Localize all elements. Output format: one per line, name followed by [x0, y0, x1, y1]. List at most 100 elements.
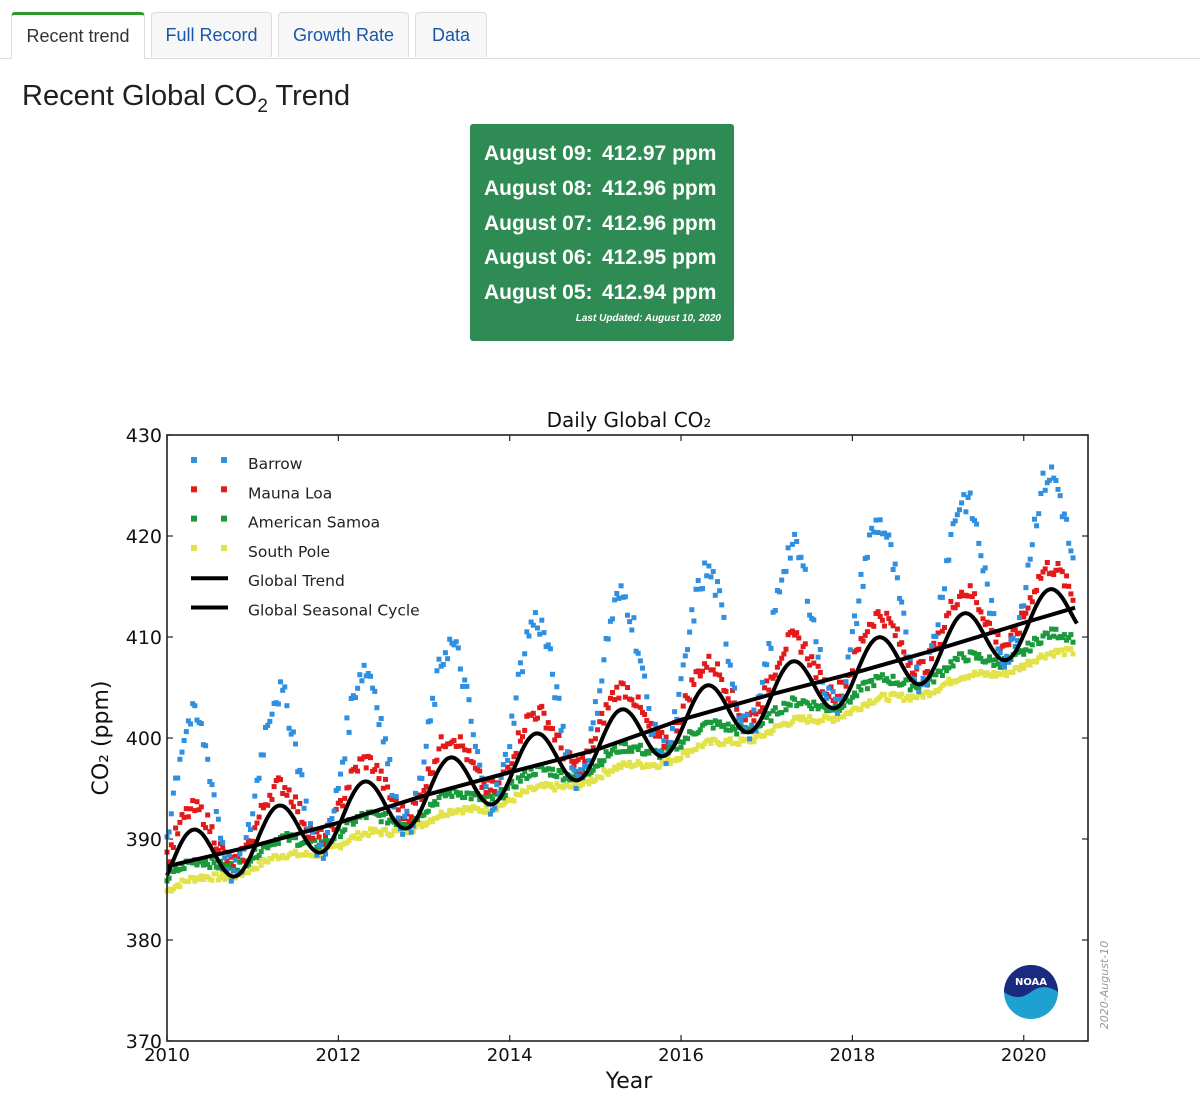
- data-point: [402, 813, 408, 819]
- data-point: [614, 684, 620, 690]
- data-point: [852, 690, 857, 696]
- data-point: [625, 612, 630, 618]
- data-point: [316, 834, 322, 840]
- data-point: [353, 835, 358, 841]
- data-point: [779, 710, 785, 715]
- data-point: [605, 636, 611, 642]
- tab-data[interactable]: Data: [415, 12, 487, 57]
- data-point: [1002, 668, 1007, 674]
- data-point: [935, 622, 941, 628]
- data-point: [203, 825, 209, 831]
- data-point: [269, 711, 275, 717]
- data-point: [736, 741, 742, 747]
- data-point: [380, 739, 386, 745]
- data-point: [689, 607, 695, 613]
- data-point: [807, 714, 813, 720]
- data-point: [545, 766, 551, 772]
- data-point: [228, 878, 234, 884]
- data-point: [890, 673, 896, 679]
- data-point: [907, 687, 913, 693]
- data-point: [451, 642, 457, 648]
- data-point: [464, 683, 470, 689]
- data-point: [680, 703, 686, 709]
- data-point: [438, 734, 444, 740]
- data-point: [987, 620, 992, 626]
- data-point: [592, 699, 598, 705]
- data-point: [965, 593, 971, 599]
- data-point: [552, 787, 558, 793]
- data-point: [492, 788, 498, 794]
- data-point: [682, 653, 688, 659]
- data-point: [661, 744, 667, 749]
- data-point: [524, 789, 530, 795]
- data-point: [627, 619, 633, 625]
- data-point: [1036, 511, 1042, 517]
- data-point: [477, 768, 483, 774]
- data-point: [335, 785, 341, 791]
- data-point: [972, 518, 977, 523]
- data-point: [455, 743, 461, 749]
- data-point: [723, 641, 729, 647]
- data-point: [421, 759, 427, 765]
- data-point: [601, 758, 607, 764]
- data-point: [969, 594, 975, 600]
- data-point: [665, 756, 671, 762]
- data-point: [635, 747, 641, 753]
- data-point: [363, 815, 369, 821]
- data-point: [770, 708, 776, 714]
- data-point: [946, 676, 952, 682]
- data-point: [894, 575, 900, 581]
- data-point: [425, 808, 431, 814]
- data-point: [886, 697, 892, 703]
- data-point: [781, 700, 787, 706]
- readout-date: August 06:: [484, 246, 593, 269]
- data-point: [753, 734, 759, 740]
- data-point: [166, 859, 172, 865]
- data-point: [389, 793, 395, 798]
- data-point: [460, 810, 466, 816]
- data-point: [243, 842, 249, 848]
- data-point: [1061, 583, 1067, 589]
- tab-full-record[interactable]: Full Record: [151, 12, 272, 57]
- data-point: [1027, 556, 1033, 562]
- data-point: [520, 773, 525, 779]
- tab-recent-trend[interactable]: Recent trend: [11, 12, 145, 59]
- page-title-suffix: Trend: [267, 80, 351, 112]
- data-point: [1042, 566, 1048, 572]
- data-point: [804, 598, 810, 604]
- data-point: [642, 751, 648, 757]
- data-point: [732, 685, 738, 691]
- tab-growth-rate[interactable]: Growth Rate: [278, 12, 409, 57]
- data-point: [293, 741, 298, 747]
- data-point: [314, 852, 320, 858]
- data-point: [787, 555, 793, 561]
- data-point: [170, 886, 176, 892]
- data-point: [614, 591, 620, 596]
- data-point: [275, 701, 281, 707]
- data-point: [804, 656, 810, 662]
- data-point: [759, 705, 765, 711]
- data-point: [730, 681, 735, 687]
- data-point: [1004, 653, 1010, 659]
- data-point: [633, 762, 639, 768]
- data-point: [492, 805, 498, 811]
- tab-bar: Recent trend Full Record Growth Rate Dat…: [0, 0, 1200, 59]
- data-point: [907, 697, 913, 703]
- data-point: [753, 711, 759, 717]
- data-point: [526, 773, 532, 779]
- data-point: [1038, 491, 1044, 496]
- data-point: [374, 762, 380, 768]
- data-point: [642, 712, 648, 717]
- data-point: [280, 791, 286, 796]
- data-point: [843, 683, 849, 689]
- data-point: [824, 695, 830, 701]
- data-point: [946, 557, 952, 563]
- data-point: [582, 758, 588, 764]
- data-point: [376, 776, 382, 782]
- data-point: [1051, 633, 1057, 639]
- data-point: [944, 668, 950, 674]
- legend-marker: [221, 486, 227, 493]
- data-point: [708, 574, 714, 580]
- data-point: [764, 714, 770, 720]
- data-point: [959, 589, 965, 595]
